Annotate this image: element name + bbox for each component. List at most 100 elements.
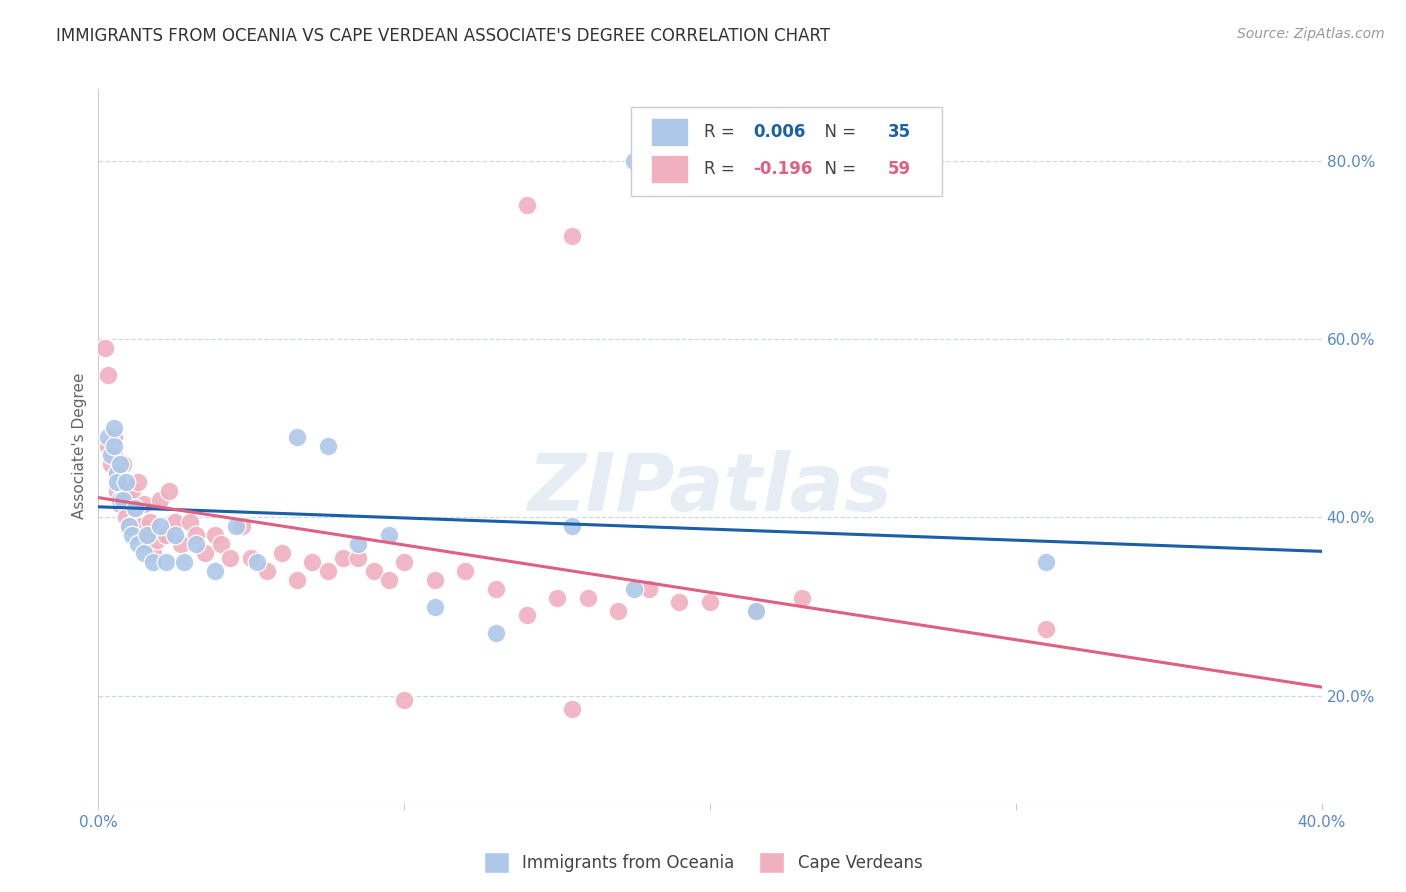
Point — [186, 537, 208, 551]
Point — [97, 368, 120, 382]
Point — [111, 492, 134, 507]
Point — [100, 448, 122, 462]
Text: IMMIGRANTS FROM OCEANIA VS CAPE VERDEAN ASSOCIATE'S DEGREE CORRELATION CHART: IMMIGRANTS FROM OCEANIA VS CAPE VERDEAN … — [56, 27, 831, 45]
Point — [607, 604, 630, 618]
Point — [136, 528, 159, 542]
Point — [105, 466, 128, 480]
Point — [561, 229, 583, 244]
Point — [121, 528, 143, 542]
Point — [108, 497, 131, 511]
Point — [170, 537, 193, 551]
Point — [93, 341, 115, 355]
Point — [209, 537, 232, 551]
Point — [103, 421, 125, 435]
Text: ZIPatlas: ZIPatlas — [527, 450, 893, 528]
Point — [204, 528, 226, 542]
Point — [163, 528, 186, 542]
Text: R =: R = — [704, 123, 740, 141]
Point — [668, 595, 690, 609]
Point — [347, 550, 370, 565]
Point — [145, 533, 167, 547]
Point — [186, 528, 208, 542]
Text: 0.006: 0.006 — [752, 123, 806, 141]
Point — [270, 546, 292, 560]
Point — [149, 492, 172, 507]
Point — [745, 604, 768, 618]
Point — [363, 564, 385, 578]
Point — [121, 483, 143, 498]
Point — [637, 582, 661, 596]
Point — [124, 501, 146, 516]
Point — [423, 599, 446, 614]
Point — [108, 492, 131, 507]
Point — [561, 519, 583, 533]
Point — [149, 519, 172, 533]
Point — [97, 430, 120, 444]
Point — [332, 550, 354, 565]
Point — [163, 515, 186, 529]
Point — [316, 564, 339, 578]
Point — [316, 439, 339, 453]
Point — [139, 515, 162, 529]
Point — [118, 519, 141, 533]
Point — [225, 519, 247, 533]
Text: -0.196: -0.196 — [752, 161, 813, 178]
Point — [561, 702, 583, 716]
Point — [100, 457, 122, 471]
Point — [392, 555, 416, 569]
Point — [179, 515, 201, 529]
Point — [347, 537, 370, 551]
Legend: Immigrants from Oceania, Cape Verdeans: Immigrants from Oceania, Cape Verdeans — [477, 846, 929, 880]
Point — [392, 693, 416, 707]
Point — [134, 497, 156, 511]
Point — [115, 510, 138, 524]
FancyBboxPatch shape — [651, 118, 688, 146]
Point — [105, 466, 128, 480]
Point — [127, 475, 149, 489]
Point — [231, 519, 253, 533]
Point — [97, 439, 120, 453]
Point — [623, 582, 645, 596]
Point — [285, 430, 308, 444]
Point — [173, 555, 195, 569]
Point — [623, 153, 645, 168]
Point — [576, 591, 599, 605]
Point — [454, 564, 477, 578]
Point — [790, 591, 813, 605]
Point — [485, 626, 508, 640]
Point — [285, 573, 308, 587]
Point — [105, 483, 128, 498]
Point — [103, 430, 125, 444]
Point — [301, 555, 323, 569]
Point — [378, 573, 401, 587]
Text: R =: R = — [704, 161, 740, 178]
Point — [485, 582, 508, 596]
Point — [699, 595, 721, 609]
Point — [136, 528, 159, 542]
Point — [105, 475, 128, 489]
Point — [124, 501, 146, 516]
Point — [1035, 622, 1057, 636]
Point — [1035, 555, 1057, 569]
Point — [108, 457, 131, 471]
Text: Source: ZipAtlas.com: Source: ZipAtlas.com — [1237, 27, 1385, 41]
FancyBboxPatch shape — [651, 155, 688, 184]
Point — [155, 528, 177, 542]
Point — [516, 198, 538, 212]
Point — [103, 439, 125, 453]
Point — [155, 555, 177, 569]
Point — [142, 546, 165, 560]
Point — [134, 546, 156, 560]
Text: 35: 35 — [887, 123, 911, 141]
Point — [118, 519, 141, 533]
Point — [194, 546, 217, 560]
Point — [378, 528, 401, 542]
Point — [246, 555, 269, 569]
Point — [129, 519, 152, 533]
Point — [127, 537, 149, 551]
Point — [516, 608, 538, 623]
Y-axis label: Associate's Degree: Associate's Degree — [72, 373, 87, 519]
Point — [118, 492, 141, 507]
Text: N =: N = — [814, 123, 862, 141]
Text: 59: 59 — [887, 161, 911, 178]
